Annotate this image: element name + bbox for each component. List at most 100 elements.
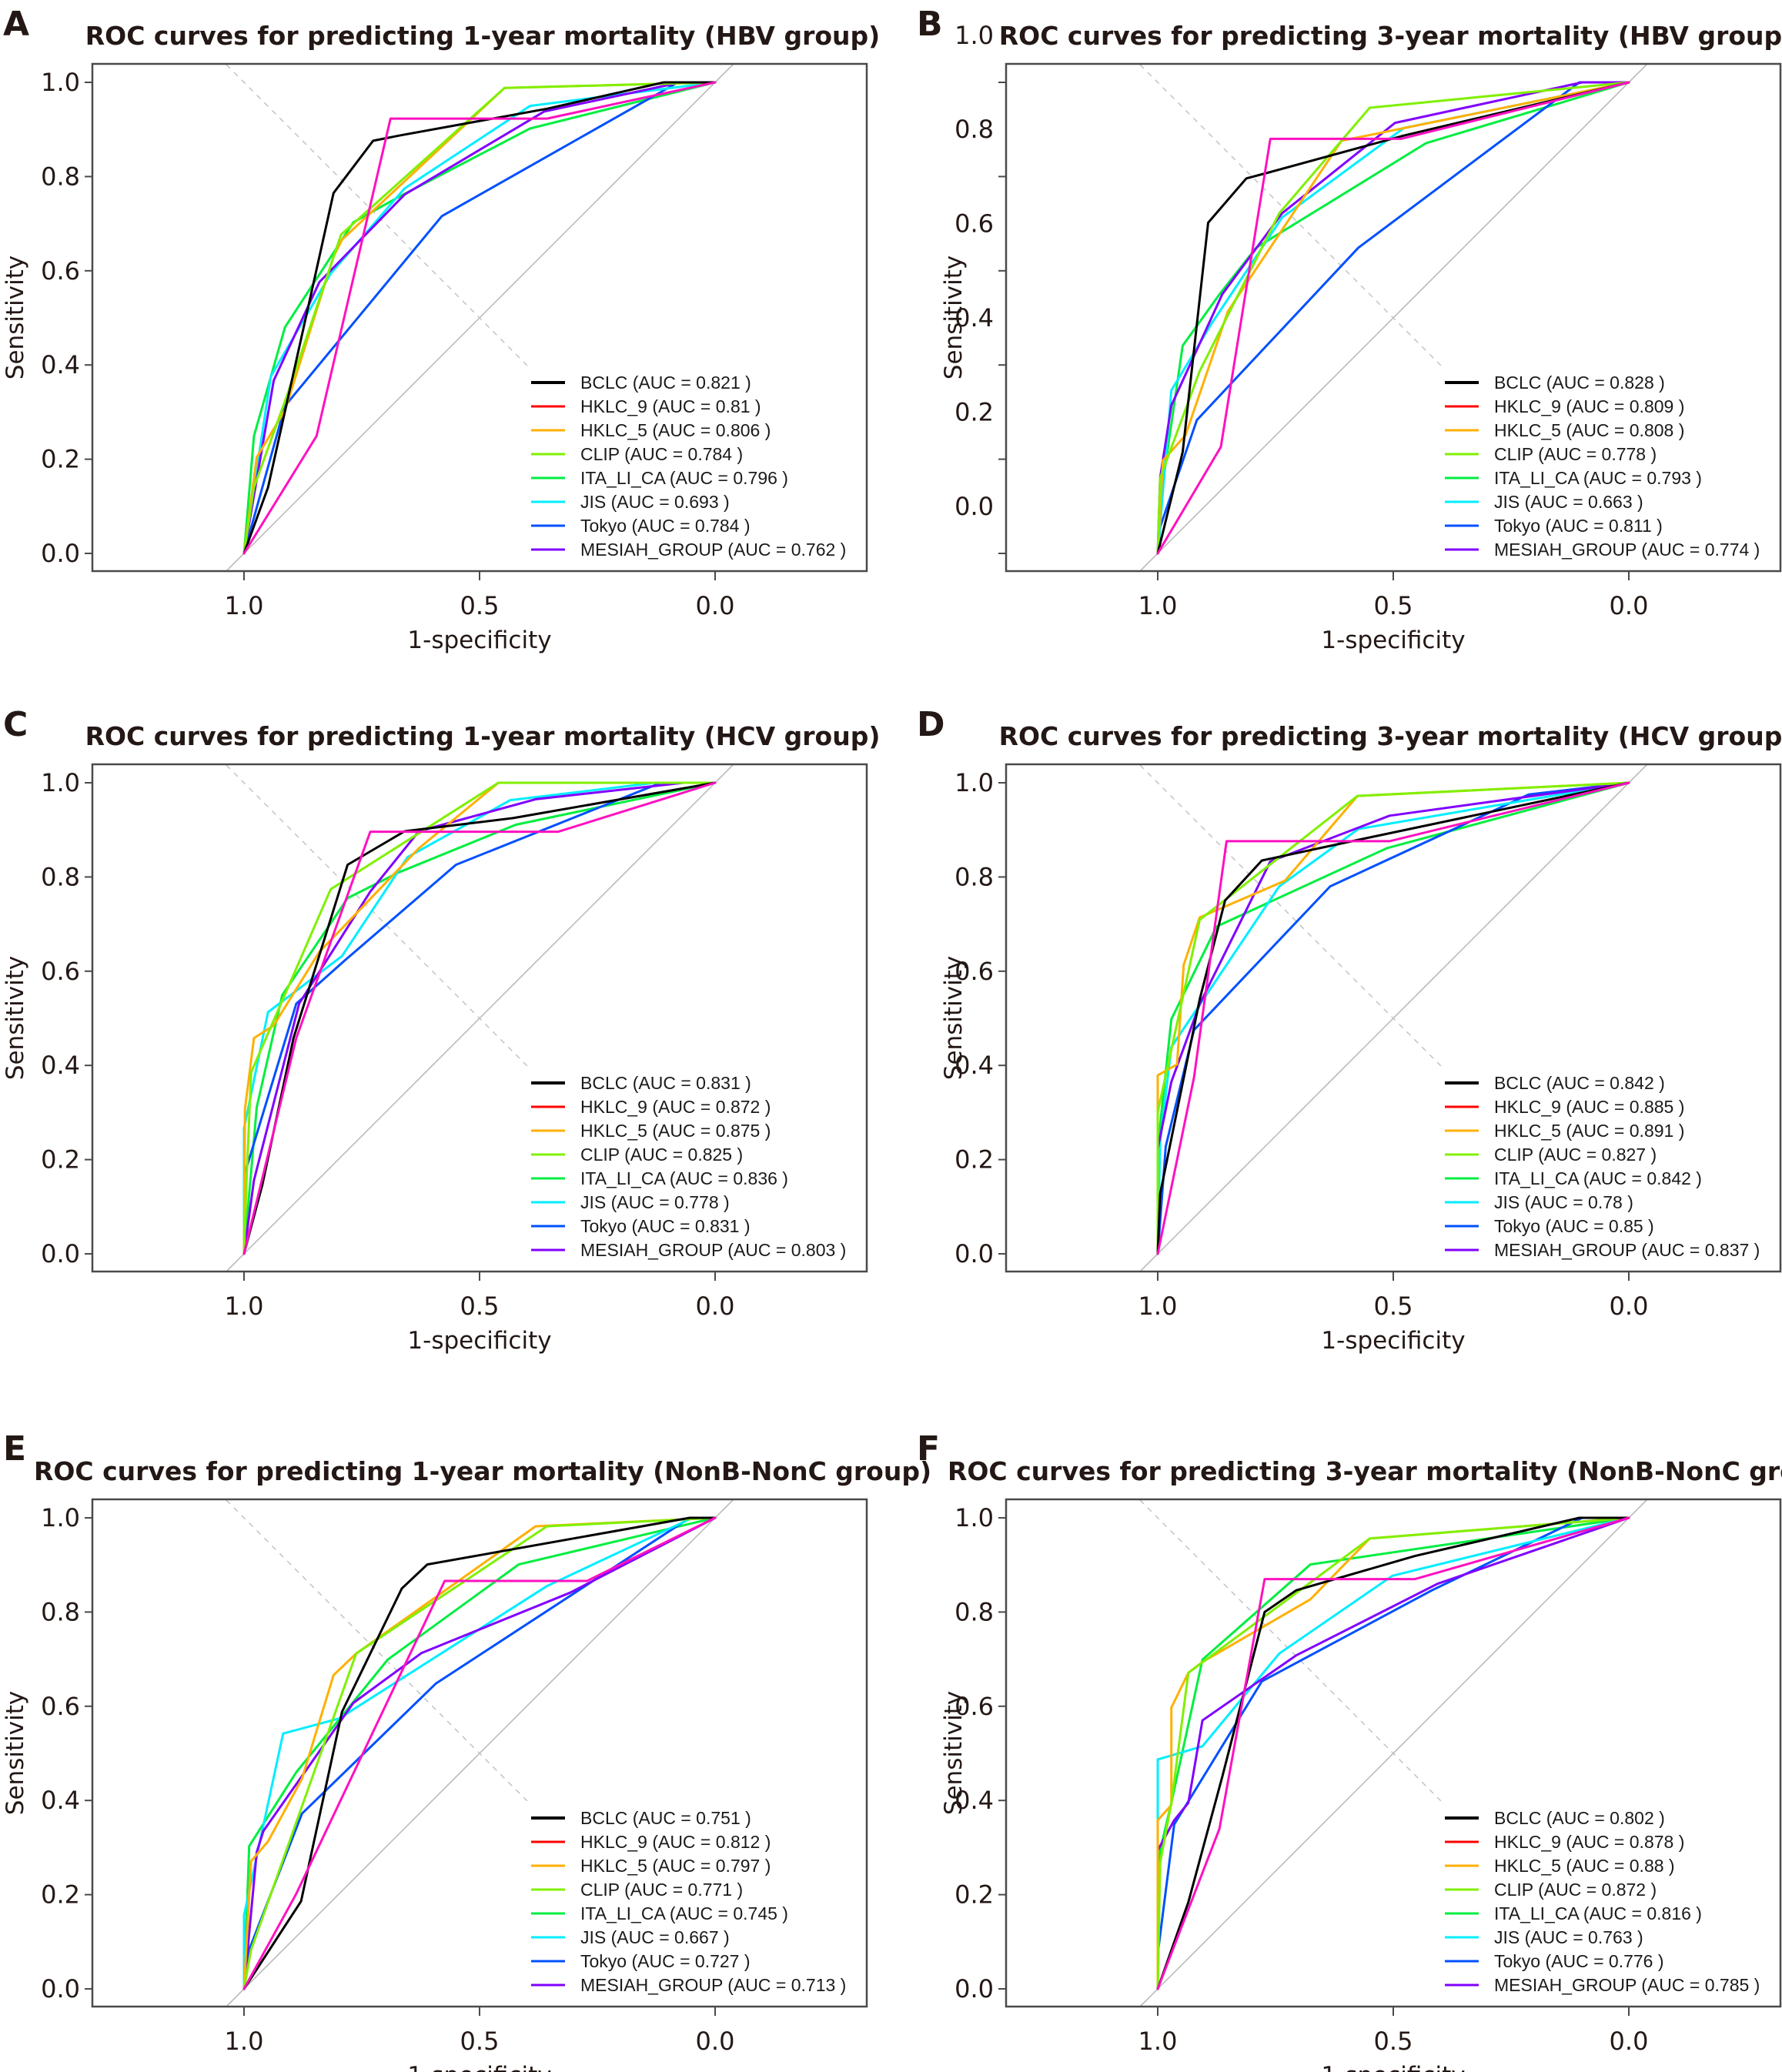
roc-curve-unlabeled-magenta xyxy=(242,781,717,1255)
legend-label: HKLC_5 (AUC = 0.797 ) xyxy=(580,1856,771,1876)
legend-label: Tokyo (AUC = 0.831 ) xyxy=(580,1216,751,1236)
y-tick-label: 0.4 xyxy=(41,350,80,379)
legend-label: ITA_LI_CA (AUC = 0.836 ) xyxy=(580,1168,788,1188)
roc-curve-clip xyxy=(242,781,717,1255)
roc-curve-bclc xyxy=(242,1516,717,1990)
dashed-reference-line xyxy=(224,764,551,1090)
roc-curve-unlabeled-magenta xyxy=(1156,81,1630,555)
legend: BCLC (AUC = 0.842 ) HKLC_9 (AUC = 0.885 )… xyxy=(1437,1066,1779,1260)
y-tick-label: 0.6 xyxy=(955,209,994,239)
y-tick-label: 0.4 xyxy=(955,1786,994,1815)
legend-label: HKLC_9 (AUC = 0.81 ) xyxy=(580,396,761,416)
legend-label: Tokyo (AUC = 0.811 ) xyxy=(1494,516,1663,536)
roc-panel-a: A ROC curves for predicting 1-year mortal… xyxy=(2,5,880,654)
x-tick-label: 0.0 xyxy=(696,2027,735,2056)
plot-area xyxy=(1138,64,1649,571)
legend-label: CLIP (AUC = 0.778 ) xyxy=(1494,444,1657,464)
legend-label: CLIP (AUC = 0.825 ) xyxy=(580,1145,743,1165)
y-axis-title: Sensitivity xyxy=(940,1691,968,1815)
legend-background xyxy=(523,366,865,560)
legend-label: BCLC (AUC = 0.802 ) xyxy=(1494,1808,1665,1828)
roc-curve-hklc-5 xyxy=(242,1516,717,1990)
legend-label: HKLC_9 (AUC = 0.812 ) xyxy=(580,1832,771,1852)
x-tick-label: 1.0 xyxy=(225,591,264,620)
legend-label: BCLC (AUC = 0.751 ) xyxy=(580,1808,751,1828)
legend-background xyxy=(1437,366,1779,560)
y-tick-label: 1.0 xyxy=(955,768,994,797)
x-axis-title: 1-specificity xyxy=(1321,2062,1465,2072)
x-axis-title: 1-specificity xyxy=(407,2062,551,2072)
y-axis-title: Sensitivity xyxy=(2,1691,29,1815)
legend-label: HKLC_5 (AUC = 0.891 ) xyxy=(1494,1121,1684,1141)
y-tick-label: 0.4 xyxy=(41,1051,80,1080)
x-tick-label: 0.5 xyxy=(1374,1292,1413,1321)
x-tick-label: 0.0 xyxy=(1610,2027,1649,2056)
x-tick-label: 0.0 xyxy=(696,1292,735,1321)
legend-label: JIS (AUC = 0.663 ) xyxy=(1494,492,1643,512)
y-tick-label: 0.8 xyxy=(955,1597,994,1626)
y-axis-title: Sensitivity xyxy=(2,956,29,1080)
legend: BCLC (AUC = 0.828 ) HKLC_9 (AUC = 0.809 )… xyxy=(1437,366,1779,560)
y-tick-label: 0.0 xyxy=(955,1974,994,2003)
roc-curve-clip xyxy=(1156,1516,1630,1990)
y-tick-label: 0.6 xyxy=(955,1692,994,1721)
y-tick-label: 0.8 xyxy=(41,862,80,891)
dashed-reference-line xyxy=(1138,64,1465,389)
roc-curve-mesiah-group xyxy=(242,781,717,1255)
legend-label: ITA_LI_CA (AUC = 0.842 ) xyxy=(1494,1168,1702,1188)
y-tick-label: 0.4 xyxy=(955,1051,994,1080)
roc-curve-bclc xyxy=(1156,781,1630,1255)
legend-label: CLIP (AUC = 0.771 ) xyxy=(580,1880,743,1900)
legend-label: ITA_LI_CA (AUC = 0.816 ) xyxy=(1494,1903,1702,1923)
y-tick-label: 0.2 xyxy=(41,1145,80,1175)
roc-curve-bclc xyxy=(1156,1516,1630,1990)
plot-area xyxy=(1138,1499,1649,2007)
legend-label: ITA_LI_CA (AUC = 0.745 ) xyxy=(580,1903,788,1923)
panel-title: ROC curves for predicting 1-year mortali… xyxy=(85,21,880,51)
roc-curve-hklc-5 xyxy=(1156,781,1630,1255)
dashed-reference-line xyxy=(224,1499,551,1825)
legend-label: Tokyo (AUC = 0.784 ) xyxy=(580,516,751,536)
roc-curve-clip xyxy=(242,1516,717,1990)
plot-area xyxy=(224,1499,735,2007)
roc-panel-d: D ROC curves for predicting 3-year mortal… xyxy=(917,705,1782,1355)
y-tick-label: 0.0 xyxy=(955,1239,994,1268)
y-axis-title: Sensitivity xyxy=(940,956,968,1080)
legend-background xyxy=(1437,1801,1779,1995)
legend-label: HKLC_5 (AUC = 0.875 ) xyxy=(580,1121,771,1141)
legend-label: HKLC_9 (AUC = 0.878 ) xyxy=(1494,1832,1684,1852)
panel-title: ROC curves for predicting 1-year mortali… xyxy=(34,1456,931,1486)
legend-label: ITA_LI_CA (AUC = 0.796 ) xyxy=(580,468,788,488)
y-tick-label: 0.2 xyxy=(955,1880,994,1910)
y-tick-label: 0.8 xyxy=(41,1597,80,1626)
roc-curve-clip xyxy=(242,81,717,555)
legend-label: BCLC (AUC = 0.821 ) xyxy=(580,373,751,393)
legend-label: HKLC_5 (AUC = 0.88 ) xyxy=(1494,1856,1675,1876)
legend-label: Tokyo (AUC = 0.776 ) xyxy=(1494,1951,1664,1971)
legend-label: CLIP (AUC = 0.784 ) xyxy=(580,444,743,464)
roc-curve-mesiah-group xyxy=(1156,1516,1630,1990)
y-axis-title: Sensitivity xyxy=(940,256,968,379)
x-axis-title: 1-specificity xyxy=(1321,1327,1465,1355)
y-tick-label: 0.6 xyxy=(955,957,994,986)
y-tick-label: 1.0 xyxy=(41,68,80,97)
legend: BCLC (AUC = 0.831 ) HKLC_9 (AUC = 0.872 )… xyxy=(523,1066,865,1260)
x-tick-label: 0.5 xyxy=(460,591,500,620)
roc-curve-bclc xyxy=(1156,81,1630,555)
legend-label: JIS (AUC = 0.78 ) xyxy=(1494,1192,1633,1212)
legend-label: HKLC_9 (AUC = 0.872 ) xyxy=(580,1097,771,1117)
y-tick-label: 0.0 xyxy=(41,1239,80,1268)
y-axis-title: Sensitivity xyxy=(2,256,29,379)
y-tick-label: 0.6 xyxy=(41,957,80,986)
x-tick-label: 1.0 xyxy=(1138,591,1178,620)
roc-curve-unlabeled-magenta xyxy=(242,1516,717,1990)
roc-curve-hklc-5 xyxy=(242,781,717,1255)
roc-curve-jis xyxy=(242,781,717,1255)
legend-label: MESIAH_GROUP (AUC = 0.774 ) xyxy=(1494,540,1760,560)
y-tick-label: 1.0 xyxy=(41,768,80,797)
legend-background xyxy=(523,1066,865,1260)
legend-background xyxy=(1437,1066,1779,1260)
panel-title: ROC curves for predicting 1-year mortali… xyxy=(85,721,881,751)
legend-label: HKLC_5 (AUC = 0.808 ) xyxy=(1494,420,1684,440)
